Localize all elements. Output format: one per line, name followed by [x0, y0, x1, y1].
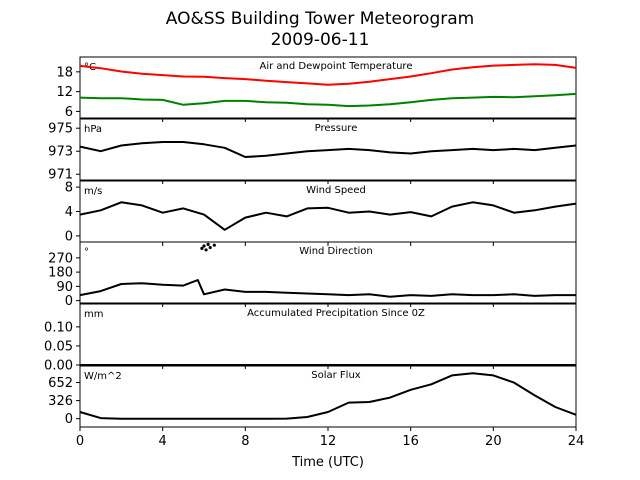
panel-1-ytick-label: 971	[48, 168, 73, 183]
panel-3-series-0-line	[79, 279, 576, 298]
panel-5-ytick-label: 652	[48, 376, 73, 391]
panel-3-ytick-label: 180	[48, 266, 73, 281]
panel-5-series-0-line	[79, 372, 577, 420]
x-axis-label: Time (UTC)	[291, 455, 364, 470]
x-tick-label: 0	[76, 434, 84, 449]
panel-1-ytick-label: 973	[48, 145, 73, 160]
panel-0-title: Air and Dewpoint Temperature	[260, 61, 413, 72]
panel-3-point	[202, 244, 206, 248]
panel-3-unit: °	[84, 247, 89, 258]
panel-3-point	[212, 243, 216, 247]
panel-3-ytick-label: 0	[65, 294, 73, 309]
panel-0-ytick-label: 18	[56, 65, 73, 80]
panel-3-point	[206, 242, 210, 246]
panel-0-ytick-label: 12	[56, 85, 73, 100]
panel-2-unit: m/s	[84, 186, 102, 197]
panel-4-ytick-label: 0.10	[44, 320, 73, 335]
panel-3-ytick-label: 270	[48, 251, 73, 266]
panel-1-series-0-line	[79, 141, 577, 158]
panel-1-unit: hPa	[84, 124, 102, 135]
panel-0-series-1-line	[79, 92, 577, 108]
panel-3-point	[200, 246, 204, 250]
panel-2-title: Wind Speed	[306, 185, 366, 196]
panel-3-title: Wind Direction	[299, 246, 373, 257]
panel-1-ytick-label: 975	[48, 122, 73, 137]
panel-2-series-0-line	[79, 201, 577, 231]
panel-5-ytick-label: 0	[65, 412, 73, 427]
panel-4-title: Accumulated Precipitation Since 0Z	[247, 308, 425, 319]
panel-5-title: Solar Flux	[311, 370, 361, 381]
panel-4-ytick-label: 0.00	[44, 359, 73, 374]
panel-4-ytick-label: 0.05	[44, 339, 73, 354]
panel-2-ytick-label: 8	[65, 181, 73, 196]
panel-0-series-0-line	[79, 63, 577, 86]
x-tick-label: 8	[241, 434, 249, 449]
x-tick-label: 20	[485, 434, 502, 449]
x-tick-label: 4	[159, 434, 167, 449]
panel-3-point	[204, 248, 208, 252]
panel-3-ytick-label: 90	[56, 280, 73, 295]
panel-2-ytick-label: 0	[65, 229, 73, 244]
panel-0-ytick-label: 6	[65, 105, 73, 120]
panel-4-unit: mm	[84, 309, 103, 320]
figure-title: AO&SS Building Tower Meteorogram	[166, 9, 474, 29]
x-tick-label: 12	[320, 434, 337, 449]
panel-5-unit: W/m^2	[84, 371, 122, 382]
panel-3-point	[208, 245, 212, 250]
panel-2-ytick-label: 4	[65, 205, 73, 220]
x-tick-label: 24	[568, 434, 585, 449]
panel-5-ytick-label: 326	[48, 394, 73, 409]
figure-subtitle: 2009-06-11	[271, 30, 370, 50]
panel-1-title: Pressure	[315, 123, 358, 134]
x-tick-label: 16	[402, 434, 419, 449]
